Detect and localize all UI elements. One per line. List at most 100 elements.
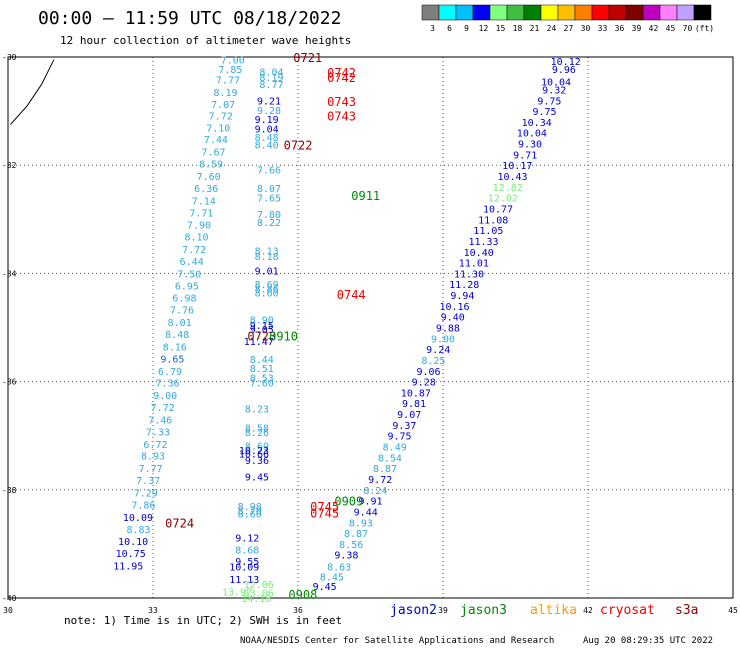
wave-height-value: 7.66: [257, 166, 281, 177]
wave-height-value: 8.68: [235, 545, 259, 556]
wave-height-value: 8.69: [245, 441, 269, 452]
y-tick-label: -32: [2, 161, 17, 170]
wave-height-value: 9.75: [537, 96, 561, 107]
colorbar-legend: 3 6 9 12 15 18 21 24 27 30 33 36 39 42 45 70 (ft): [421, 4, 714, 33]
wave-height-value: 9.71: [513, 150, 537, 161]
colorbar-swatch: [676, 4, 695, 21]
wave-height-value: 11.01: [459, 259, 489, 270]
wave-height-value: 7.46: [148, 415, 172, 426]
pass-time-label: 0724: [165, 516, 194, 530]
colorbar-swatch: [489, 4, 508, 21]
coastline: [10, 59, 55, 125]
wave-height-value: 7.80: [257, 210, 281, 221]
wave-height-value: 8.40: [255, 141, 279, 152]
pass-time-label: 0745: [310, 507, 339, 521]
y-tick-label: -34: [2, 269, 17, 278]
wave-height-value: 8.60: [255, 288, 279, 299]
pass-time-label: 0722: [284, 139, 313, 153]
wave-height-value: 9.55: [235, 557, 259, 568]
wave-height-value: 7.33: [146, 427, 170, 438]
colorbar-swatch: [659, 4, 678, 21]
wave-height-value: 10.75: [116, 549, 146, 560]
wave-height-value: 9.28: [257, 106, 281, 117]
wave-height-value: 10.10: [118, 537, 148, 548]
wave-height-value: 8.07: [257, 184, 281, 195]
wave-height-value: 7.72: [151, 403, 175, 414]
wave-height-value: 9.12: [235, 533, 259, 544]
wave-height-value: 6.72: [143, 440, 167, 451]
satellite-legend: jason2 jason3 altika cryosat s3a: [390, 603, 698, 618]
wave-height-value: 9.45: [313, 582, 337, 593]
wave-height-value: 13.06: [244, 589, 274, 600]
wave-height-value: 12.02: [488, 194, 518, 205]
wave-height-value: 10.23: [239, 446, 269, 457]
pass-time-label: 0721: [293, 51, 322, 65]
colorbar-swatch: [438, 4, 457, 21]
wave-height-value: 9.00: [153, 391, 177, 402]
wave-height-value: 11.13: [229, 575, 259, 586]
wave-height-value: 9.40: [441, 313, 465, 324]
colorbar-label: 3: [430, 24, 435, 33]
wave-height-value: 8.86: [255, 285, 279, 296]
wave-height-value: 9.75: [387, 432, 411, 443]
wave-height-value: 8.19: [259, 73, 283, 84]
pass-time-label: 0745: [310, 500, 339, 514]
wave-height-value: 12.82: [493, 183, 523, 194]
wave-height-value: 8.53: [250, 373, 274, 384]
footnote: note: 1) Time is in UTC; 2) SWH is in fe…: [64, 614, 342, 627]
colorbar-label: 24: [547, 24, 557, 33]
wave-height-points: 7.007.857.778.197.077.727.107.447.678.59…: [113, 56, 581, 605]
colorbar-label: 45: [666, 24, 676, 33]
wave-height-value: 11.30: [454, 269, 484, 280]
colorbar-label: 33: [598, 24, 608, 33]
wave-height-value: 11.47: [244, 337, 274, 348]
wave-height-value: 7.71: [189, 208, 213, 219]
wave-height-value: 7.60: [197, 172, 221, 183]
wave-height-value: 12.06: [244, 580, 274, 591]
wave-height-value: 9.15: [250, 321, 274, 332]
wave-height-value: 8.87: [344, 529, 368, 540]
wave-height-value: 10.16: [439, 302, 469, 313]
wave-height-value: 9.81: [402, 399, 426, 410]
wave-height-value: 10.77: [483, 204, 513, 215]
wave-height-value: 9.28: [412, 378, 436, 389]
colorbar-label: 12: [479, 24, 489, 33]
y-tick-label: -38: [2, 486, 17, 495]
colorbar-label: 9: [464, 24, 469, 33]
wave-height-value: 8.59: [199, 160, 223, 171]
wave-height-value: 9.88: [436, 324, 460, 335]
colorbar-swatch: [591, 4, 610, 21]
wave-height-value: 9.36: [245, 456, 269, 467]
pass-time-label: 0908: [288, 588, 317, 602]
wave-height-value: 7.44: [204, 135, 228, 146]
wave-height-value: 8.13: [255, 247, 279, 258]
pass-time-label: 0742: [327, 66, 356, 80]
wave-height-value: 8.18: [255, 252, 279, 263]
wave-height-value: 8.48: [255, 133, 279, 144]
wave-height-value: 7.50: [177, 269, 201, 280]
wave-height-value: 7.72: [209, 111, 233, 122]
wave-height-value: 8.70: [238, 506, 262, 517]
wave-height-value: 7.10: [206, 123, 230, 134]
wave-height-value: 9.44: [354, 507, 378, 518]
wave-height-value: 10.09: [123, 513, 153, 524]
wave-height-value: 8.49: [383, 443, 407, 454]
wave-height-value: 9.04: [255, 124, 279, 135]
wave-height-value: 6.98: [172, 294, 196, 305]
colorbar-label: (ft): [695, 24, 714, 33]
wave-height-value: 9.01: [255, 267, 279, 278]
wave-height-value: 7.14: [192, 196, 216, 207]
x-tick-label: 39: [438, 606, 448, 615]
wave-height-value: 8.98: [238, 502, 262, 513]
wave-height-value: 8.54: [378, 453, 402, 464]
colorbar-swatch: [523, 4, 542, 21]
wave-height-value: 9.65: [160, 354, 184, 365]
wave-height-value: 11.28: [449, 280, 479, 291]
colorbar-label: 39: [632, 24, 642, 33]
wave-height-value: 9.96: [552, 65, 576, 76]
wave-height-value: 7.86: [131, 500, 155, 511]
colorbar-label: 18: [513, 24, 523, 33]
wave-height-value: 8.48: [165, 330, 189, 341]
x-tick-label: 33: [148, 606, 158, 615]
